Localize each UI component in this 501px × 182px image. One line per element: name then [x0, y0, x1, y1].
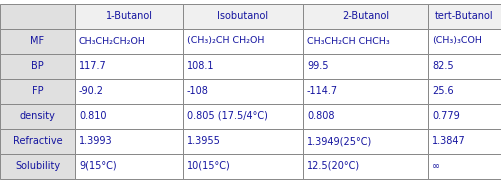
Text: -108: -108 — [187, 86, 209, 96]
Bar — [183, 3, 303, 29]
Bar — [75, 3, 183, 29]
Text: MF: MF — [31, 36, 45, 46]
Text: (CH₃)₃COH: (CH₃)₃COH — [432, 37, 482, 46]
Text: 25.6: 25.6 — [432, 86, 453, 96]
Text: 1.3955: 1.3955 — [187, 136, 221, 146]
Bar — [183, 54, 303, 78]
Bar — [303, 128, 428, 153]
Bar — [428, 78, 501, 104]
Text: 0.810: 0.810 — [79, 111, 107, 121]
Text: 1.3949(25°C): 1.3949(25°C) — [307, 136, 372, 146]
Text: ∞: ∞ — [432, 161, 440, 171]
Bar — [303, 153, 428, 179]
Bar — [75, 29, 183, 54]
Text: 1.3847: 1.3847 — [432, 136, 466, 146]
Bar — [303, 54, 428, 78]
Text: 108.1: 108.1 — [187, 61, 214, 71]
Text: CH₃CH₂CH₂OH: CH₃CH₂CH₂OH — [79, 37, 146, 46]
Text: 9(15°C): 9(15°C) — [79, 161, 117, 171]
Bar — [428, 128, 501, 153]
Text: 10(15°C): 10(15°C) — [187, 161, 231, 171]
Text: 0.808: 0.808 — [307, 111, 335, 121]
Text: 0.805 (17.5/4°C): 0.805 (17.5/4°C) — [187, 111, 268, 121]
Text: 1.3993: 1.3993 — [79, 136, 113, 146]
Text: (CH₃)₂CH CH₂OH: (CH₃)₂CH CH₂OH — [187, 37, 265, 46]
Bar — [0, 3, 75, 29]
Bar — [0, 78, 75, 104]
Bar — [183, 128, 303, 153]
Text: FP: FP — [32, 86, 43, 96]
Text: CH₃CH₂CH CHCH₃: CH₃CH₂CH CHCH₃ — [307, 37, 390, 46]
Bar — [183, 29, 303, 54]
Text: 1-Butanol: 1-Butanol — [106, 11, 152, 21]
Bar — [75, 128, 183, 153]
Bar — [0, 104, 75, 128]
Bar — [303, 3, 428, 29]
Bar — [0, 153, 75, 179]
Bar — [0, 29, 75, 54]
Text: 2-Butanol: 2-Butanol — [342, 11, 389, 21]
Bar — [75, 54, 183, 78]
Bar — [303, 78, 428, 104]
Bar — [183, 153, 303, 179]
Bar — [428, 3, 501, 29]
Text: 0.779: 0.779 — [432, 111, 460, 121]
Bar — [428, 153, 501, 179]
Text: density: density — [20, 111, 56, 121]
Text: 12.5(20°C): 12.5(20°C) — [307, 161, 360, 171]
Text: -90.2: -90.2 — [79, 86, 104, 96]
Text: -114.7: -114.7 — [307, 86, 338, 96]
Text: Solubility: Solubility — [15, 161, 60, 171]
Text: 99.5: 99.5 — [307, 61, 329, 71]
Text: Refractive: Refractive — [13, 136, 62, 146]
Text: tert-Butanol: tert-Butanol — [435, 11, 494, 21]
Text: BP: BP — [31, 61, 44, 71]
Bar — [183, 104, 303, 128]
Bar — [0, 54, 75, 78]
Bar — [303, 104, 428, 128]
Bar — [75, 78, 183, 104]
Bar — [428, 29, 501, 54]
Bar — [303, 29, 428, 54]
Bar — [428, 54, 501, 78]
Bar — [75, 104, 183, 128]
Bar — [428, 104, 501, 128]
Bar — [0, 128, 75, 153]
Text: 82.5: 82.5 — [432, 61, 453, 71]
Bar — [183, 78, 303, 104]
Bar — [75, 153, 183, 179]
Text: Isobutanol: Isobutanol — [217, 11, 269, 21]
Text: 117.7: 117.7 — [79, 61, 107, 71]
